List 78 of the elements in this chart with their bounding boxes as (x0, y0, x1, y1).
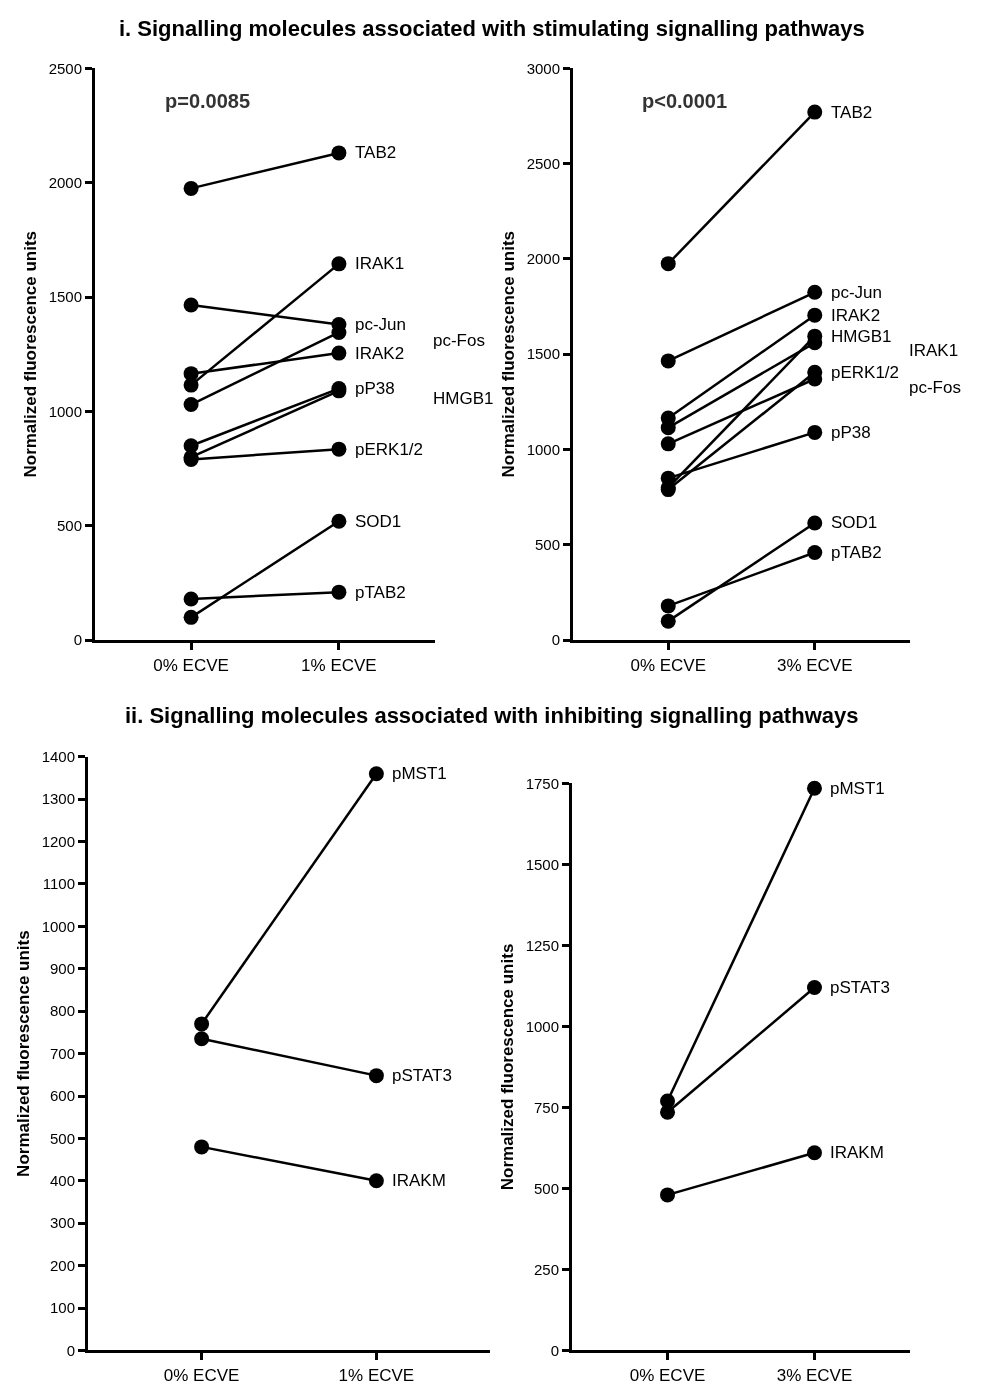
y-tick-label: 2500 (526, 154, 560, 172)
y-axis-title: Normalized fluorescence units (499, 230, 519, 478)
y-tick-label: 1000 (48, 402, 82, 420)
y-tick-label: 0 (73, 631, 82, 649)
series-label: pMST1 (830, 779, 885, 798)
y-tick-label: 500 (534, 536, 560, 554)
series-label: pERK1/2 (355, 440, 424, 459)
x-tick-label: 0% ECVE (629, 1365, 706, 1385)
y-tick-label: 0 (550, 1341, 559, 1359)
series-label: pTAB2 (831, 543, 882, 562)
x-tick-label: 0% ECVE (153, 655, 229, 675)
y-tick-label: 1400 (41, 748, 75, 766)
y-tick-label: 2000 (526, 250, 560, 268)
y-tick-label: 500 (533, 1179, 559, 1197)
y-axis-title: Normalized fluorescence units (14, 930, 34, 1177)
y-tick-label: 1000 (526, 440, 560, 458)
series-label: pP38 (831, 423, 871, 442)
y-tick-label: 1500 (526, 345, 560, 363)
series-label: HMGB1 (831, 327, 892, 346)
series-label: IRAKM (830, 1143, 884, 1162)
series-label: pc-Jun (831, 283, 883, 302)
series-label: IRAK2 (355, 344, 405, 363)
y-tick-label: 900 (49, 960, 75, 978)
y-tick-label: 250 (533, 1260, 559, 1278)
text: IRAK1 (909, 341, 959, 360)
chart-title: ii. Signalling molecules associated with inhibiting signalling pathways (125, 703, 859, 728)
y-tick-label: 1500 (525, 855, 559, 873)
series-label: TAB2 (355, 143, 397, 162)
x-tick-label: 3% ECVE (776, 1365, 853, 1385)
x-tick-label: 0% ECVE (163, 1365, 240, 1385)
text: pc-Fos (909, 378, 961, 397)
y-tick-label: 1300 (41, 790, 75, 808)
text: HMGB1 (433, 389, 494, 408)
series-label: TAB2 (831, 103, 873, 122)
series-label: SOD1 (831, 513, 878, 532)
y-tick-label: 3000 (526, 59, 560, 77)
annotation: p<0.0001 (642, 90, 728, 112)
series-label: pERK1/2 (831, 363, 900, 382)
y-tick-label: 1100 (42, 875, 75, 893)
series-label: pc-Jun (355, 315, 407, 334)
y-tick-label: 300 (49, 1214, 75, 1232)
annotation: p=0.0085 (165, 90, 251, 112)
series-label: pMST1 (392, 764, 447, 783)
series-label: SOD1 (355, 512, 402, 531)
y-axis-title: Normalized fluorescence units (498, 943, 518, 1191)
series-label: pTAB2 (355, 583, 406, 602)
y-tick-label: 1250 (525, 936, 559, 954)
y-tick-label: 0 (66, 1341, 75, 1359)
text: i. Signalling molecules associated with stimulating signalling pathways (119, 16, 865, 41)
series-label: IRAK1 (355, 254, 405, 273)
y-tick-label: 1000 (41, 917, 75, 935)
y-tick-label: 500 (49, 1129, 75, 1147)
y-axis-title: Normalized fluorescence units (21, 230, 41, 478)
y-tick-label: 200 (49, 1256, 75, 1274)
x-tick-label: 3% ECVE (776, 655, 853, 675)
y-tick-label: 700 (49, 1044, 75, 1062)
y-tick-label: 500 (56, 517, 82, 535)
x-tick-label: 1% ECVE (338, 1365, 415, 1385)
y-tick-label: 2500 (48, 59, 82, 77)
y-tick-label: 1500 (48, 288, 82, 306)
series-label: pP38 (355, 379, 395, 398)
y-tick-label: 750 (533, 1098, 559, 1116)
y-tick-label: 2000 (48, 173, 82, 191)
y-tick-label: 400 (49, 1172, 75, 1190)
series-label: pSTAT3 (830, 978, 890, 997)
y-tick-label: 600 (49, 1087, 75, 1105)
series-label: IRAKM (392, 1171, 446, 1190)
x-tick-label: 0% ECVE (630, 655, 707, 675)
y-tick-label: 1750 (525, 774, 559, 792)
x-tick-label: 1% ECVE (301, 655, 377, 675)
series-label: IRAK2 (831, 306, 881, 325)
y-tick-label: 1200 (41, 832, 75, 850)
y-tick-label: 1000 (525, 1017, 559, 1035)
y-tick-label: 100 (49, 1299, 75, 1317)
y-tick-label: 0 (551, 631, 560, 649)
y-tick-label: 800 (49, 1002, 75, 1020)
series-label: pSTAT3 (392, 1066, 452, 1085)
text: pc-Fos (433, 331, 485, 350)
